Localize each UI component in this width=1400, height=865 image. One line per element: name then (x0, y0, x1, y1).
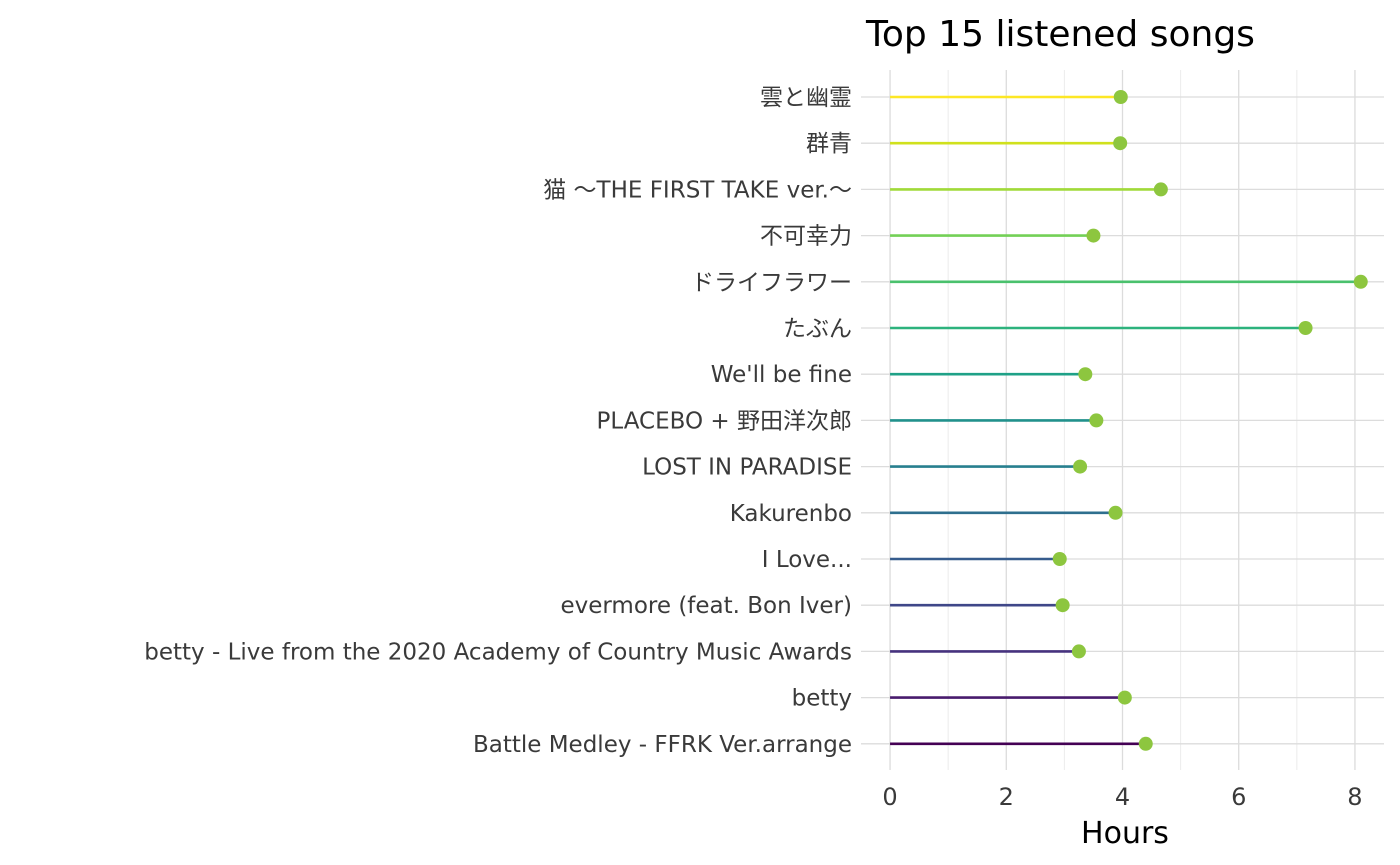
y-tick-label: Battle Medley - FFRK Ver.arrange (473, 732, 852, 758)
y-tick-label: 猫 〜THE FIRST TAKE ver.〜 (543, 177, 852, 203)
y-tick-label: 群青 (806, 131, 852, 157)
lollipop-point (1113, 90, 1128, 104)
lollipop-point (1055, 598, 1070, 613)
lollipop-point (1086, 228, 1101, 243)
y-tick-label: 不可幸力 (760, 224, 852, 250)
y-tick-label: ドライフラワー (691, 270, 852, 296)
y-tick-label: LOST IN PARADISE (642, 455, 852, 481)
y-tick-label: We'll be fine (711, 362, 852, 388)
lollipop-point (1153, 182, 1168, 197)
x-tick-label: 2 (999, 783, 1014, 811)
y-tick-label: 雲と幽霊 (760, 85, 852, 111)
y-tick-label: evermore (feat. Bon Iver) (560, 593, 852, 619)
y-tick-label: PLACEBO + 野田洋次郎 (596, 408, 852, 434)
x-tick-label: 8 (1347, 783, 1362, 811)
lollipop-point (1073, 459, 1088, 474)
x-tick-labels: 0 2 4 6 8 (882, 783, 1362, 811)
lollipop-point (1353, 274, 1368, 289)
x-tick-label: 6 (1231, 783, 1246, 811)
y-tick-label: たぶん (783, 316, 852, 342)
lollipop-point (1138, 736, 1153, 751)
lollipop-points (1052, 90, 1368, 751)
lollipop-point (1052, 552, 1067, 566)
lollipop-point (1089, 413, 1104, 428)
y-tick-label: Kakurenbo (730, 501, 852, 527)
x-tick-label: 0 (882, 783, 897, 811)
lollipop-point (1298, 321, 1313, 335)
x-tick-label: 4 (1115, 783, 1130, 811)
y-tick-label: betty - Live from the 2020 Academy of Co… (144, 639, 852, 665)
x-axis-label: Hours (1081, 816, 1169, 851)
y-tick-label: betty (792, 686, 852, 712)
lollipop-lines (890, 95, 1361, 746)
lollipop-point (1113, 136, 1128, 151)
lollipop-point (1108, 505, 1123, 520)
chart-title: Top 15 listened songs (865, 14, 1255, 55)
lollipop-point (1078, 367, 1093, 382)
lollipop-point (1071, 644, 1086, 659)
y-tick-label: I Love... (762, 547, 852, 573)
lollipop-point (1117, 690, 1132, 705)
